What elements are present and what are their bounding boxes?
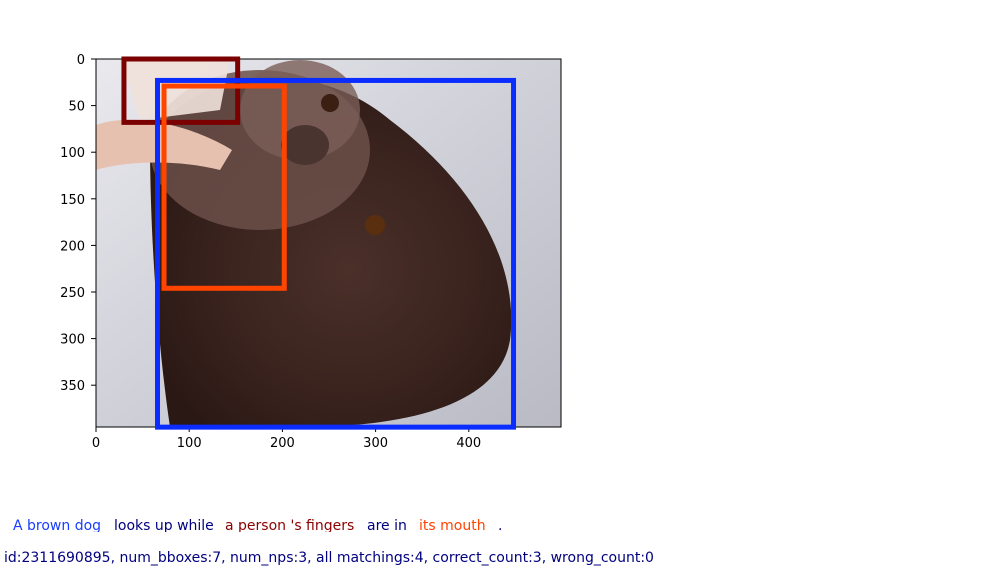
bbox-a-brown-dog [155, 77, 517, 430]
x-axis: 0 100 200 300 400 [92, 427, 481, 451]
caption: A brown dog looks up while a person 's f… [0, 516, 1000, 532]
y-tick-label: 50 [68, 100, 85, 115]
y-tick-label: 250 [60, 286, 85, 301]
caption-phrase-are-in: are in [367, 518, 407, 532]
x-tick-label: 300 [363, 436, 388, 451]
caption-phrase-dog: A brown dog [13, 518, 102, 532]
caption-phrase-fingers: a person 's fingers [225, 518, 355, 532]
x-tick-label: 400 [456, 436, 481, 451]
bbox-its-mouth [161, 83, 287, 291]
x-tick-label: 0 [92, 436, 100, 451]
caption-phrase-mouth: its mouth [419, 518, 486, 532]
y-tick-label: 150 [60, 193, 85, 208]
bbox-a-person-s-fingers [121, 56, 241, 125]
photo-image [96, 59, 561, 427]
y-tick-label: 200 [60, 239, 85, 254]
caption-phrase-period: . [498, 518, 503, 532]
y-tick-label: 350 [60, 379, 85, 394]
y-axis: 0 50 100 150 200 250 300 350 [60, 53, 96, 394]
y-tick-label: 100 [60, 146, 85, 161]
y-tick-label: 300 [60, 333, 85, 348]
bounding-boxes [121, 56, 517, 430]
y-tick-label: 0 [77, 53, 85, 68]
figure-canvas: 0 100 200 300 400 0 50 100 150 200 250 300 350 [60, 53, 562, 451]
meta-line: id:2311690895, num_bboxes:7, num_nps:3, … [4, 550, 654, 566]
caption-phrase-looks-up: looks up while [114, 518, 214, 532]
x-tick-label: 200 [270, 436, 295, 451]
x-tick-label: 100 [177, 436, 202, 451]
